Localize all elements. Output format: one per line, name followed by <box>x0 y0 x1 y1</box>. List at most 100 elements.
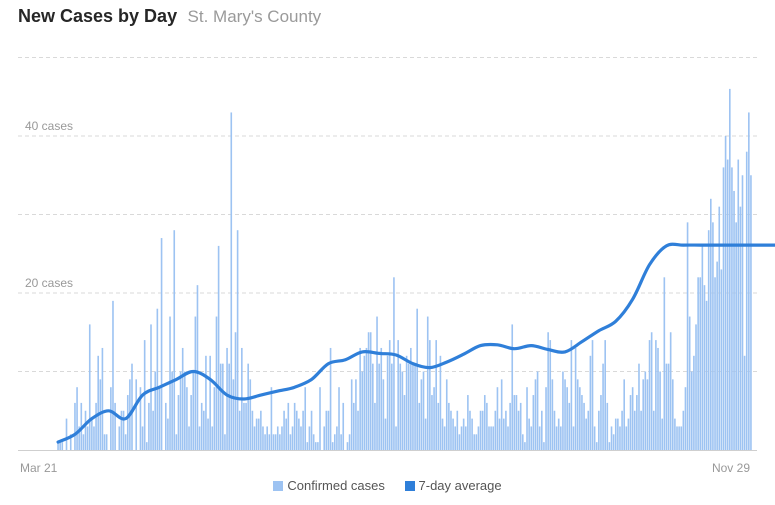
legend-item-7-day-average[interactable]: 7-day average <box>404 478 502 493</box>
bar-confirmed-cases <box>667 363 670 450</box>
bar-confirmed-cases <box>285 418 288 450</box>
bar-confirmed-cases <box>739 206 742 450</box>
y-tick-label: 40 cases <box>25 119 73 133</box>
bar-confirmed-cases <box>365 347 368 450</box>
bar-confirmed-cases <box>424 418 427 450</box>
bar-confirmed-cases <box>591 340 594 450</box>
bar-confirmed-cases <box>405 355 408 450</box>
bar-confirmed-cases <box>110 387 112 450</box>
bar-confirmed-cases <box>395 426 397 450</box>
bar-confirmed-cases <box>65 418 68 450</box>
bar-confirmed-cases <box>84 410 87 450</box>
bar-confirmed-cases <box>604 340 606 450</box>
bar-confirmed-cases <box>238 410 241 450</box>
bar-confirmed-cases <box>547 332 549 450</box>
bar-confirmed-cases <box>304 387 307 450</box>
bar-confirmed-cases <box>327 410 330 450</box>
bar-confirmed-cases <box>374 402 376 450</box>
bar-confirmed-cases <box>82 434 85 450</box>
bar-confirmed-cases <box>448 402 450 450</box>
bar-confirmed-cases <box>156 308 159 450</box>
bar-confirmed-cases <box>560 426 562 450</box>
bar-confirmed-cases <box>452 418 454 450</box>
bar-confirmed-cases <box>154 371 157 450</box>
bar-confirmed-cases <box>173 230 176 450</box>
bar-confirmed-cases <box>439 355 442 450</box>
bar-confirmed-cases <box>697 277 699 450</box>
bar-confirmed-cases <box>386 355 389 450</box>
bar-confirmed-cases <box>684 387 687 450</box>
bar-confirmed-cases <box>524 442 526 450</box>
bar-confirmed-cases <box>245 402 247 450</box>
bar-confirmed-cases <box>541 410 543 450</box>
bar-confirmed-cases <box>141 426 144 450</box>
bar-confirmed-cases <box>76 387 78 450</box>
bar-confirmed-cases <box>310 410 313 450</box>
bar-confirmed-cases <box>295 410 298 450</box>
bar-confirmed-cases <box>574 347 577 450</box>
bar-confirmed-cases <box>724 136 727 450</box>
bar-confirmed-cases <box>270 387 273 450</box>
bar-confirmed-cases <box>437 402 440 450</box>
bar-confirmed-cases <box>399 363 402 450</box>
bar-confirmed-cases <box>401 371 404 450</box>
bar-confirmed-cases <box>126 395 129 450</box>
x-tick-label-end: Nov 29 <box>712 461 750 475</box>
bar-confirmed-cases <box>543 442 545 450</box>
bar-confirmed-cases <box>553 410 556 450</box>
bar-confirmed-cases <box>483 395 486 450</box>
bar-confirmed-cases <box>530 426 533 450</box>
bar-confirmed-cases <box>572 426 575 450</box>
bar-confirmed-cases <box>441 418 444 450</box>
bar-confirmed-cases <box>741 175 744 450</box>
bar-confirmed-cases <box>412 363 414 450</box>
bar-confirmed-cases <box>264 434 266 450</box>
bar-confirmed-cases <box>331 442 334 450</box>
bar-confirmed-cases <box>695 324 697 450</box>
bar-confirmed-cases <box>57 442 59 450</box>
bar-confirmed-cases <box>219 363 222 450</box>
bar-confirmed-cases <box>91 418 93 450</box>
bar-confirmed-cases <box>329 347 332 450</box>
legend-item-confirmed-cases[interactable]: Confirmed cases <box>273 478 385 493</box>
bar-confirmed-cases <box>431 395 433 450</box>
bar-confirmed-cases <box>498 418 501 450</box>
bar-confirmed-cases <box>688 316 691 450</box>
bar-confirmed-cases <box>545 387 547 450</box>
bar-confirmed-cases <box>342 402 345 450</box>
bar-confirmed-cases <box>186 387 188 450</box>
bar-confirmed-cases <box>135 379 138 450</box>
bar-confirmed-cases <box>652 410 655 450</box>
legend: Confirmed cases 7-day average <box>0 478 775 493</box>
bar-confirmed-cases <box>255 418 258 450</box>
bar-confirmed-cases <box>317 442 319 450</box>
bar-confirmed-cases <box>642 379 645 450</box>
bar-confirmed-cases <box>564 379 566 450</box>
bar-confirmed-cases <box>716 261 718 450</box>
bar-confirmed-cases <box>95 402 97 450</box>
bar-confirmed-cases <box>583 402 585 450</box>
bar-confirmed-cases <box>148 402 150 450</box>
bar-confirmed-cases <box>247 363 249 450</box>
bar-confirmed-cases <box>382 379 385 450</box>
bar-confirmed-cases <box>443 426 446 450</box>
bar-confirmed-cases <box>175 434 178 450</box>
bar-confirmed-cases <box>300 426 302 450</box>
bar-confirmed-cases <box>397 340 399 450</box>
y-tick-label: 20 cases <box>25 276 73 290</box>
bar-confirmed-cases <box>661 418 664 450</box>
x-tick-label-start: Mar 21 <box>20 461 58 475</box>
bar-confirmed-cases <box>473 434 476 450</box>
bar-confirmed-cases <box>217 245 220 450</box>
bar-confirmed-cases <box>124 434 127 450</box>
bar-confirmed-cases <box>61 442 64 450</box>
bar-confirmed-cases <box>422 371 425 450</box>
bar-confirmed-cases <box>376 316 378 450</box>
bar-confirmed-cases <box>131 363 133 450</box>
bar-confirmed-cases <box>494 410 497 450</box>
label-layer: 20 cases 40 cases Mar 21 Nov 29 <box>20 119 750 475</box>
bar-confirmed-cases <box>74 402 76 450</box>
bar-confirmed-cases <box>502 418 505 450</box>
bar-confirmed-cases <box>336 426 338 450</box>
bar-confirmed-cases <box>226 347 228 450</box>
